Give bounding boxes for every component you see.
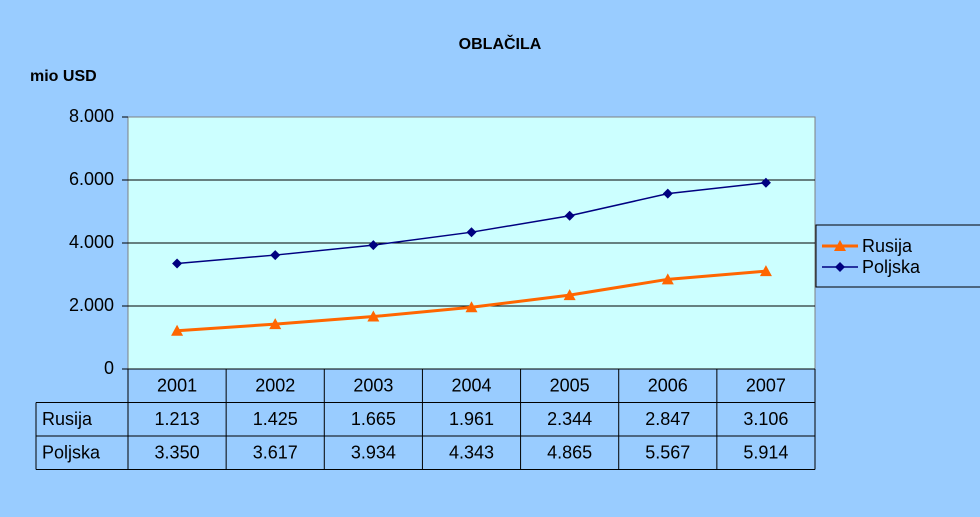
table-cell: 3.934 — [351, 443, 396, 463]
x-tick-label: 2007 — [746, 376, 786, 396]
marker — [466, 227, 477, 238]
marker — [270, 250, 281, 261]
table-cell: 2.847 — [645, 409, 690, 429]
table-cell: 1.665 — [351, 409, 396, 429]
y-tick-label: 8.000 — [69, 106, 114, 126]
marker — [367, 310, 380, 322]
marker — [171, 324, 184, 336]
y-tick-label: 4.000 — [69, 232, 114, 252]
marker — [661, 273, 674, 285]
marker — [172, 258, 183, 269]
table-cell: 1.213 — [155, 409, 200, 429]
marker — [465, 301, 478, 313]
legend-label: Rusija — [862, 236, 913, 256]
table-cell: 3.617 — [253, 443, 298, 463]
chart-title: OBLAČILA — [459, 34, 542, 53]
legend — [815, 224, 980, 288]
table-cell: 4.343 — [449, 443, 494, 463]
table-cell: 5.567 — [645, 443, 690, 463]
marker — [834, 240, 846, 251]
table-cell: 3.350 — [155, 443, 200, 463]
marker — [564, 210, 575, 221]
table-row-label: Poljska — [42, 443, 101, 463]
table-cell: 4.865 — [547, 443, 592, 463]
x-tick-label: 2001 — [157, 376, 197, 396]
marker — [563, 289, 576, 301]
table-cell: 2.344 — [547, 409, 592, 429]
marker — [759, 265, 772, 277]
x-tick-label: 2005 — [550, 376, 590, 396]
table-cell: 3.106 — [743, 409, 788, 429]
table-row-label: Rusija — [42, 409, 93, 429]
y-tick-label: 2.000 — [69, 295, 114, 315]
table-cell: 1.961 — [449, 409, 494, 429]
y-axis-label: mio USD — [30, 68, 97, 85]
x-tick-label: 2004 — [451, 376, 491, 396]
table-cell: 5.914 — [743, 443, 788, 463]
legend-label: Poljska — [862, 257, 921, 277]
y-tick-label: 0 — [104, 358, 114, 378]
table-cell: 1.425 — [253, 409, 298, 429]
y-tick-label: 6.000 — [69, 169, 114, 189]
marker — [368, 240, 379, 251]
marker — [662, 188, 673, 199]
x-tick-label: 2006 — [648, 376, 688, 396]
marker — [760, 177, 771, 188]
marker — [269, 318, 282, 330]
marker — [835, 262, 845, 272]
x-tick-label: 2002 — [255, 376, 295, 396]
x-tick-label: 2003 — [353, 376, 393, 396]
